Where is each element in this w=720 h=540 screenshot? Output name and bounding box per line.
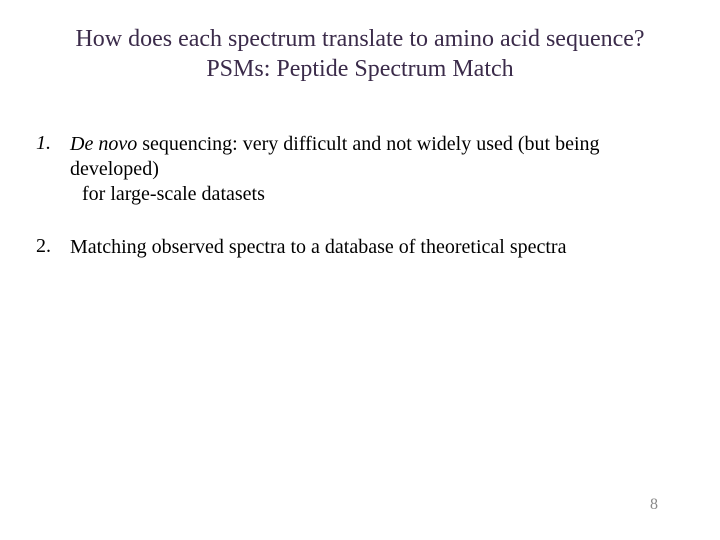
- list-body-1: De novo sequencing: very difficult and n…: [70, 132, 692, 207]
- title-block: How does each spectrum translate to amin…: [28, 24, 692, 84]
- slide-container: How does each spectrum translate to amin…: [0, 0, 720, 540]
- numbered-list: 1. De novo sequencing: very difficult an…: [28, 132, 692, 260]
- item1-line2: for large-scale datasets: [70, 182, 692, 207]
- title-line-1: How does each spectrum translate to amin…: [28, 24, 692, 54]
- list-item-2: 2. Matching observed spectra to a databa…: [36, 235, 692, 260]
- list-item-1: 1. De novo sequencing: very difficult an…: [36, 132, 692, 207]
- list-number-2: 2.: [36, 235, 70, 258]
- page-number: 8: [650, 496, 658, 514]
- title-line-2: PSMs: Peptide Spectrum Match: [28, 54, 692, 84]
- item2-text: Matching observed spectra to a database …: [70, 236, 566, 258]
- list-number-1: 1.: [36, 132, 70, 155]
- list-body-2: Matching observed spectra to a database …: [70, 235, 566, 260]
- item1-emphasis: De novo: [70, 133, 137, 155]
- item1-rest-line1: sequencing: very difficult and not widel…: [70, 133, 600, 180]
